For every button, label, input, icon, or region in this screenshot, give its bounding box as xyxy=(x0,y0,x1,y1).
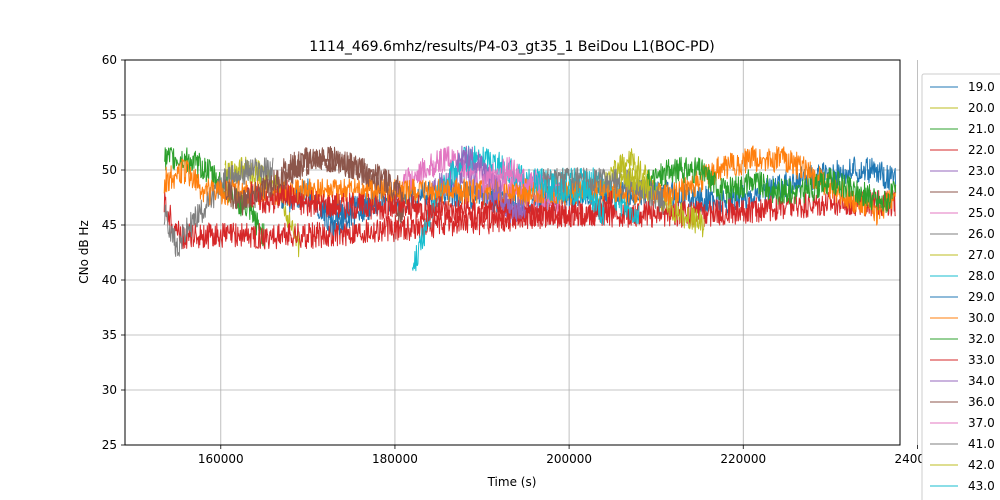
y-tick-label: 45 xyxy=(102,218,117,232)
x-tick-label: 160000 xyxy=(198,452,244,466)
y-tick-label: 40 xyxy=(102,273,117,287)
legend-label: 37.0 xyxy=(968,416,995,430)
series-layer xyxy=(163,145,897,272)
legend-label: 28.0 xyxy=(968,269,995,283)
legend-entry: 34.0 xyxy=(930,374,995,388)
y-axis-label: CNo dB Hz xyxy=(77,220,91,284)
legend-entry: 36.0 xyxy=(930,395,995,409)
legend-entry: 37.0 xyxy=(930,416,995,430)
legend-entry: 32.0 xyxy=(930,332,995,346)
y-tick-label: 25 xyxy=(102,438,117,452)
legend-label: 42.0 xyxy=(968,458,995,472)
legend-label: 29.0 xyxy=(968,290,995,304)
legend-entry: 24.0 xyxy=(930,185,995,199)
series-line-22.0 xyxy=(163,189,896,250)
legend-entry: 21.0 xyxy=(930,122,995,136)
legend-entry: 23.0 xyxy=(930,164,995,178)
y-tick-label: 30 xyxy=(102,383,117,397)
legend-entry: 19.0 xyxy=(930,80,995,94)
series-line-36.0 xyxy=(224,147,405,216)
legend-label: 26.0 xyxy=(968,227,995,241)
legend-label: 27.0 xyxy=(968,248,995,262)
legend-entry: 28.0 xyxy=(930,269,995,283)
y-tick-label: 55 xyxy=(102,108,117,122)
legend-entry: 27.0 xyxy=(930,248,995,262)
x-tick-label: 180000 xyxy=(372,452,418,466)
legend-entry: 29.0 xyxy=(930,290,995,304)
legend-label: 24.0 xyxy=(968,185,995,199)
series-line-33.0 xyxy=(246,179,614,228)
legend-entry: 43.0 xyxy=(930,479,995,493)
legend-label: 21.0 xyxy=(968,122,995,136)
legend-label: 19.0 xyxy=(968,80,995,94)
legend-label: 32.0 xyxy=(968,332,995,346)
legend-label: 41.0 xyxy=(968,437,995,451)
legend-label: 34.0 xyxy=(968,374,995,388)
series-line-32.0 xyxy=(647,156,897,213)
legend-label: 25.0 xyxy=(968,206,995,220)
legend-label: 30.0 xyxy=(968,311,995,325)
x-tick-label: 200000 xyxy=(546,452,592,466)
legend-entry: 33.0 xyxy=(930,353,995,367)
legend-label: 36.0 xyxy=(968,395,995,409)
series-line-42.0 xyxy=(616,160,653,202)
legend-entry: 26.0 xyxy=(930,227,995,241)
plot-frame xyxy=(124,59,901,446)
legend-label: 33.0 xyxy=(968,353,995,367)
y-tick-label: 60 xyxy=(102,53,117,67)
legend-label: 43.0 xyxy=(968,479,995,493)
series-line-43.0 xyxy=(533,170,605,225)
legend-box xyxy=(921,73,1000,500)
legend-label: 23.0 xyxy=(968,164,995,178)
legend-entry: 22.0 xyxy=(930,143,995,157)
y-tick-label: 50 xyxy=(102,163,117,177)
y-tick-label: 35 xyxy=(102,328,117,342)
legend-label: 22.0 xyxy=(968,143,995,157)
legend-entry: 42.0 xyxy=(930,458,995,472)
series-line-41.0 xyxy=(542,167,666,215)
legend-entry: 41.0 xyxy=(930,437,995,451)
legend: 19.0 20.0 21.0 22.0 23.0 24.0 25.0 26.0 27.0 28.0… xyxy=(921,73,1000,500)
legend-entry: 25.0 xyxy=(930,206,995,220)
x-axis-label: Time (s) xyxy=(487,475,537,489)
x-tick-label: 220000 xyxy=(720,452,766,466)
chart-title: 1114_469.6mhz/results/P4-03_gt35_1 BeiDo… xyxy=(309,39,715,55)
legend-entry: 30.0 xyxy=(930,311,995,325)
legend-entry: 20.0 xyxy=(930,101,995,115)
legend-label: 20.0 xyxy=(968,101,995,115)
